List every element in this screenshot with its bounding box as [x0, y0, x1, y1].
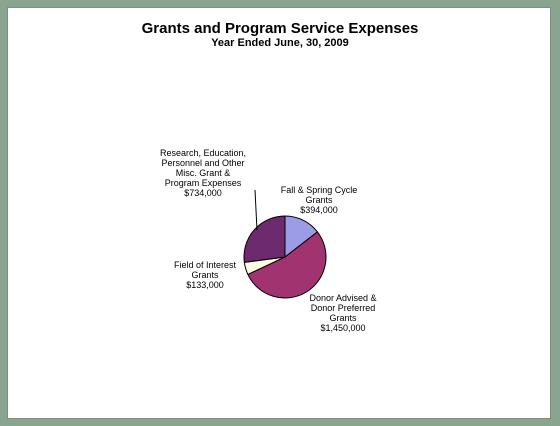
slice-label-line: Grants: [305, 195, 333, 205]
slice-label-3: Field of Interest Grants $133,000: [174, 260, 237, 290]
chart-title: Grants and Program Service Expenses: [141, 20, 419, 37]
slice-label-line: Donor Preferred: [311, 303, 376, 313]
pie-slice-2: [247, 231, 327, 299]
leader-line: [254, 189, 258, 231]
slice-label-line: Research, Education,: [160, 148, 246, 158]
slice-label-2: Donor Advised & Donor Preferred Grants $1,4…: [309, 293, 376, 333]
slice-label-line: Field of Interest: [174, 260, 237, 270]
slice-label-line: $394,000: [300, 205, 338, 215]
pie-slice-4: [243, 215, 286, 263]
slice-label-line: Program Expenses: [165, 178, 242, 188]
slice-label-line: Misc. Grant &: [176, 168, 231, 178]
slice-label-line: Fall & Spring Cycle: [281, 185, 358, 195]
chart-frame: [7, 7, 551, 419]
chart-title-block: Grants and Program Service Expenses Year…: [0, 20, 560, 50]
slice-label-line: $734,000: [184, 188, 222, 198]
slice-label-1: Fall & Spring Cycle Grants $394,000: [281, 185, 358, 215]
chart-subtitle: Year Ended June, 30, 2009: [211, 37, 349, 49]
slice-label-line: $1,450,000: [320, 323, 365, 333]
slice-label-line: Grants: [191, 270, 219, 280]
slice-label-line: Donor Advised &: [309, 293, 376, 303]
slice-label-4: Research, Education, Personnel and Other M…: [160, 148, 246, 198]
slice-label-line: Grants: [329, 313, 357, 323]
slice-label-line: $133,000: [186, 280, 224, 290]
slice-label-line: Personnel and Other: [161, 158, 244, 168]
